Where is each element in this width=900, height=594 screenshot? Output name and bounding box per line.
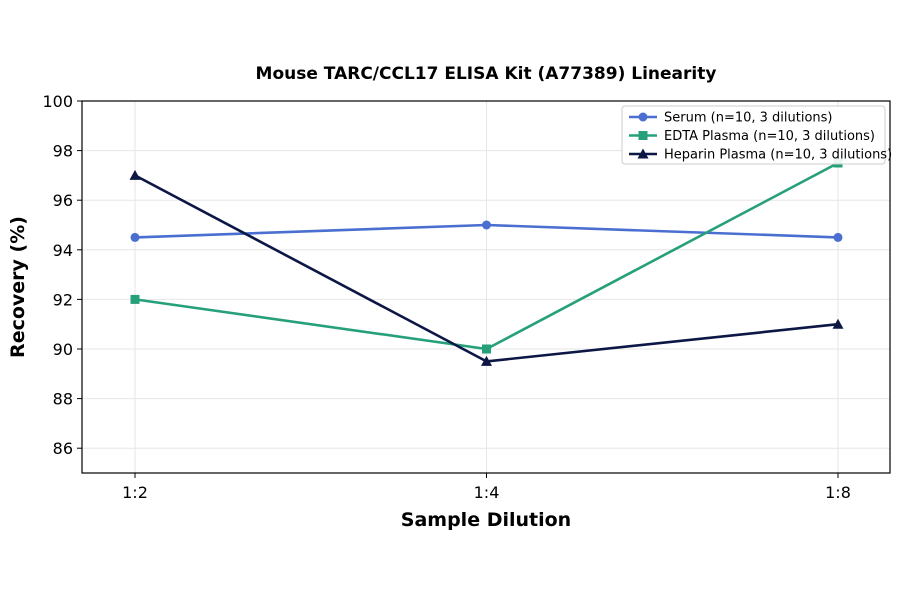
legend-item: EDTA Plasma (n=10, 3 dilutions) bbox=[629, 129, 875, 144]
legend-marker bbox=[638, 112, 648, 122]
y-tick-label: 94 bbox=[53, 241, 73, 260]
data-point bbox=[129, 169, 141, 180]
legend-label: EDTA Plasma (n=10, 3 dilutions) bbox=[664, 129, 875, 144]
legend-label: Heparin Plasma (n=10, 3 dilutions) bbox=[664, 148, 892, 163]
y-tick-label: 98 bbox=[53, 142, 73, 161]
data-point bbox=[833, 232, 843, 242]
chart-title: Mouse TARC/CCL17 ELISA Kit (A77389) Line… bbox=[256, 64, 717, 84]
legend-item: Serum (n=10, 3 dilutions) bbox=[629, 111, 833, 126]
data-point bbox=[481, 355, 492, 366]
x-tick-label: 1:8 bbox=[825, 483, 851, 502]
data-point bbox=[832, 318, 844, 329]
legend-marker bbox=[638, 131, 648, 140]
data-point bbox=[130, 232, 140, 242]
legend-marker bbox=[637, 148, 649, 159]
y-tick-label: 90 bbox=[53, 340, 73, 359]
data-point bbox=[130, 294, 140, 304]
series-2 bbox=[129, 169, 844, 366]
series-0 bbox=[130, 220, 843, 242]
y-axis-label: Recovery (%) bbox=[7, 216, 29, 358]
x-tick-label: 1:4 bbox=[474, 483, 500, 502]
y-tick-label: 92 bbox=[53, 290, 73, 309]
x-axis-label: Sample Dilution bbox=[401, 509, 571, 531]
y-tick-label: 96 bbox=[53, 191, 73, 210]
legend-item: Heparin Plasma (n=10, 3 dilutions) bbox=[629, 148, 892, 163]
data-point bbox=[482, 344, 491, 354]
legend-label: Serum (n=10, 3 dilutions) bbox=[664, 111, 833, 126]
series-layer bbox=[129, 158, 844, 366]
y-tick-label: 88 bbox=[53, 390, 73, 409]
x-axis: 1:2 1:4 1:8 bbox=[122, 473, 851, 502]
data-point bbox=[482, 220, 491, 230]
x-tick-label: 1:2 bbox=[122, 483, 148, 502]
y-tick-label: 100 bbox=[42, 92, 73, 111]
y-axis: 86 88 90 92 94 96 98 100 bbox=[42, 92, 82, 458]
legend-box bbox=[621, 105, 886, 165]
y-tick-label: 86 bbox=[53, 439, 73, 458]
legend: Serum (n=10, 3 dilutions) EDTA Plasma (n=… bbox=[621, 105, 892, 165]
